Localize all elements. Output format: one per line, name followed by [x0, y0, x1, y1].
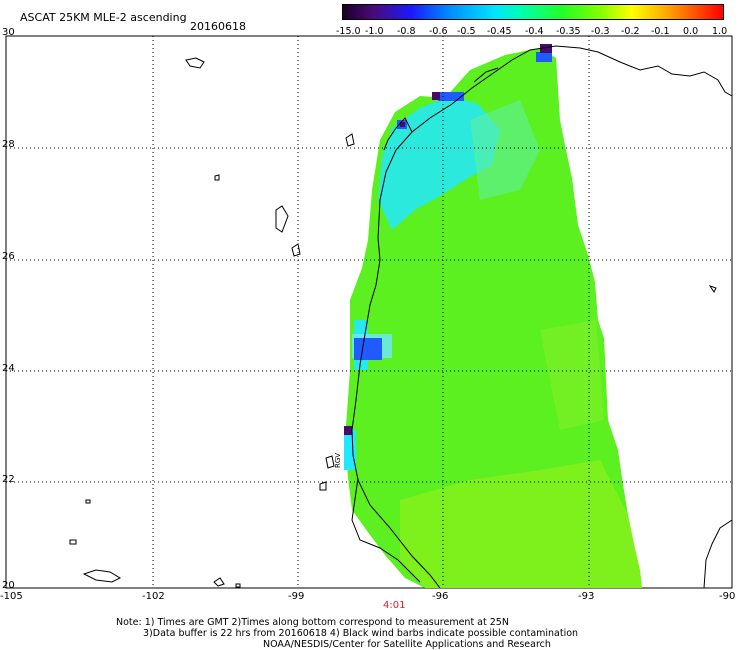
colorbar: [342, 4, 724, 20]
colorbar-label: -0.3: [591, 26, 610, 37]
swath-tint: [400, 460, 642, 588]
colorbar-label: -0.5: [457, 26, 476, 37]
plot-frame: [5, 35, 733, 589]
colorbar-label: -15.0: [336, 26, 361, 37]
colorbar-label: -0.8: [397, 26, 416, 37]
colorbar-label: -0.45: [487, 26, 512, 37]
colorbar-label: 0.0: [683, 26, 699, 37]
note-line-1: Note: 1) Times are GMT 2)Times along bot…: [116, 617, 509, 628]
coastline: [69, 45, 733, 589]
colorbar-label: 1.0: [712, 26, 728, 37]
y-tick-label: 30: [2, 27, 15, 38]
x-tick-label: -102: [142, 591, 165, 602]
note-line-2: 3)Data buffer is 22 hrs from 20160618 4)…: [143, 628, 579, 639]
x-tick-label: -99: [288, 591, 305, 602]
x-tick-label: -96: [432, 591, 449, 602]
colorbar-label: -0.1: [651, 26, 670, 37]
coast-label: RGV: [334, 453, 342, 468]
colorbar-label: -1.0: [365, 26, 384, 37]
cyan-zone: [378, 96, 500, 230]
y-tick-label: 28: [2, 139, 15, 150]
colorbar-label: -0.35: [556, 26, 581, 37]
map-date: 20160618: [190, 20, 246, 33]
x-tick-label: -93: [578, 591, 595, 602]
x-tick-label: -105: [0, 591, 23, 602]
y-tick-label: 24: [2, 363, 15, 374]
map-title: ASCAT 25KM MLE-2 ascending: [20, 11, 187, 24]
time-label: 4:01: [383, 600, 406, 611]
y-tick-label: 22: [2, 474, 15, 485]
note-line-3: NOAA/NESDIS/Center for Satellite Applica…: [263, 639, 551, 650]
x-tick-label: -90: [719, 591, 736, 602]
colorbar-label: -0.2: [621, 26, 640, 37]
y-tick-label: 20: [2, 580, 15, 591]
lat-lon-grid: [6, 36, 732, 588]
y-tick-label: 26: [2, 251, 15, 262]
colorbar-label: -0.6: [429, 26, 448, 37]
colorbar-label: -0.4: [525, 26, 544, 37]
